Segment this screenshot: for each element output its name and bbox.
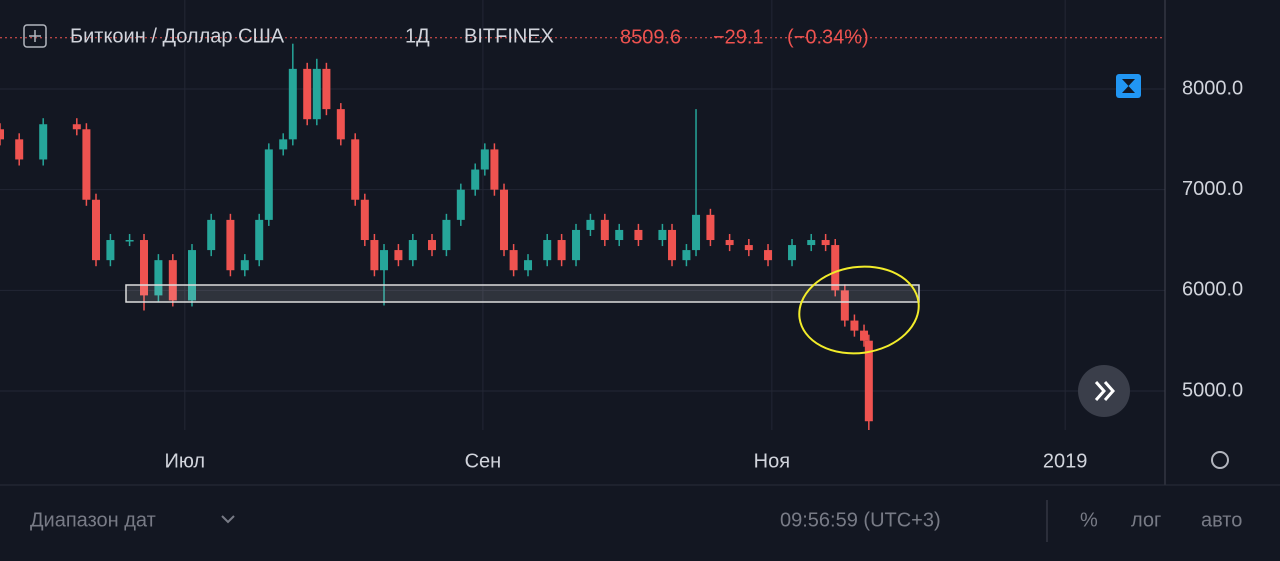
candle-body <box>39 124 48 160</box>
settings-button[interactable] <box>1211 451 1229 469</box>
candle-body <box>15 139 24 160</box>
candle-body <box>524 260 533 271</box>
candle-body <box>634 229 643 241</box>
candle-body <box>255 219 264 261</box>
candle-body <box>744 245 753 251</box>
exchange: BITFINEX <box>464 25 554 47</box>
candle-body <box>500 189 509 251</box>
x-tick-label: Сен <box>465 450 502 472</box>
candle-body <box>360 199 369 241</box>
x-tick-label: Июл <box>165 450 206 472</box>
change-percent: (−0.34%) <box>787 26 869 48</box>
candle-body <box>408 240 417 261</box>
candle-body <box>207 219 216 251</box>
candle-body <box>264 149 273 220</box>
candle-body <box>840 290 849 321</box>
percent-toggle[interactable]: % <box>1080 509 1098 531</box>
candle-body <box>336 109 345 140</box>
candle-body <box>860 330 869 341</box>
candle-body <box>154 260 163 296</box>
candle-body <box>850 320 859 331</box>
y-tick-label: 5000.0 <box>1182 379 1243 401</box>
highlight-ellipse <box>798 265 920 355</box>
candle-body <box>370 240 379 271</box>
chevrons <box>1094 381 1116 401</box>
candle-body <box>682 250 691 261</box>
symbol: Биткоин / Доллар США <box>70 25 285 47</box>
candle-body <box>240 260 249 271</box>
candle-body <box>380 250 389 271</box>
candle-body <box>509 250 518 271</box>
clock: 09:56:59 (UTC+3) <box>780 509 941 531</box>
candle-body <box>490 149 499 190</box>
candle-body <box>557 240 566 261</box>
candle-body <box>586 219 595 230</box>
plot <box>0 37 1165 430</box>
candle-body <box>168 260 177 301</box>
candle-body <box>394 250 403 261</box>
candle-body <box>480 149 489 170</box>
candle-body <box>615 229 624 241</box>
x-tick-label: 2019 <box>1043 450 1088 472</box>
candle-body <box>572 229 581 261</box>
scroll-glyph <box>1122 79 1135 93</box>
candle-body <box>322 68 331 110</box>
candle-body <box>764 250 773 261</box>
candle-body <box>543 240 552 261</box>
candle-body <box>279 139 288 150</box>
expand-button[interactable] <box>23 24 47 48</box>
x-tick-label: Ноя <box>754 450 790 472</box>
candle-body <box>351 139 360 200</box>
candle-body <box>725 240 734 246</box>
candle-body <box>864 340 873 422</box>
change: −29.1 <box>713 26 764 48</box>
log-toggle[interactable]: лог <box>1131 509 1161 531</box>
candle-body <box>821 240 830 246</box>
candle-body <box>106 240 115 261</box>
candle-body <box>188 250 197 301</box>
candle-body <box>288 68 297 140</box>
candle-body <box>140 240 149 296</box>
candle-body <box>0 129 4 140</box>
candle-body <box>600 219 609 241</box>
candle-body <box>668 229 677 261</box>
last-price: 8509.6 <box>620 26 681 48</box>
plus-icon <box>29 30 41 42</box>
date-range[interactable]: Диапазон дат <box>30 509 156 531</box>
candle-body <box>471 169 480 190</box>
auto-toggle[interactable]: авто <box>1201 509 1242 531</box>
candle-body <box>226 219 235 271</box>
candle-body <box>831 245 840 291</box>
candle-body <box>692 214 701 251</box>
y-tick-label: 6000.0 <box>1182 279 1243 301</box>
support-zone <box>125 284 920 303</box>
y-tick-label: 7000.0 <box>1182 178 1243 200</box>
candle-body <box>312 68 321 120</box>
candle-body <box>125 240 134 242</box>
candle-body <box>442 219 451 251</box>
candle-body <box>303 68 312 120</box>
dropdown-caret <box>221 515 235 524</box>
candle-body <box>82 129 91 200</box>
candle-body <box>788 245 797 261</box>
candle-body <box>428 240 437 251</box>
candle-body <box>658 229 667 241</box>
candle-body <box>72 124 81 130</box>
y-tick-label: 8000.0 <box>1182 77 1243 99</box>
candle-body <box>92 199 101 261</box>
candle-body <box>706 214 715 241</box>
interval: 1Д <box>405 25 430 47</box>
candle-body <box>456 189 465 220</box>
candle-body <box>807 240 816 246</box>
